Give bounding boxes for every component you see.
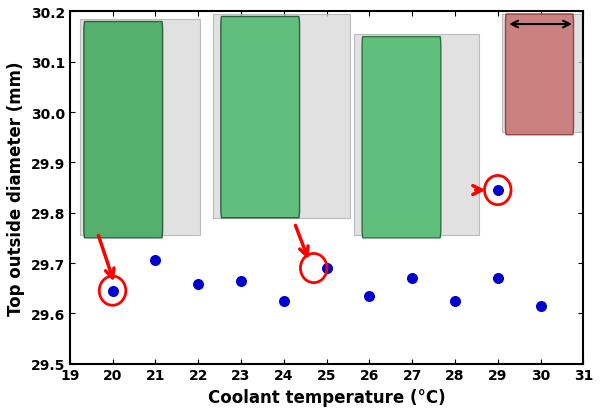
Point — [279, 298, 289, 304]
Bar — [80, 20, 200, 236]
Point — [151, 258, 160, 264]
Bar — [213, 15, 350, 218]
Point — [193, 281, 203, 288]
Bar — [502, 15, 583, 133]
Point — [493, 275, 503, 282]
Y-axis label: Top outside diameter (mm): Top outside diameter (mm) — [7, 61, 25, 315]
FancyBboxPatch shape — [505, 15, 574, 135]
Point — [365, 293, 374, 299]
FancyBboxPatch shape — [84, 22, 163, 238]
Point — [322, 265, 331, 272]
Bar — [355, 35, 479, 236]
Point — [536, 303, 545, 309]
Point — [236, 278, 246, 284]
Point — [407, 275, 417, 282]
Point — [108, 288, 118, 294]
FancyBboxPatch shape — [362, 38, 441, 238]
FancyBboxPatch shape — [221, 17, 299, 218]
Point — [450, 298, 460, 304]
Point — [493, 187, 503, 194]
X-axis label: Coolant temperature (°C): Coolant temperature (°C) — [208, 388, 445, 406]
